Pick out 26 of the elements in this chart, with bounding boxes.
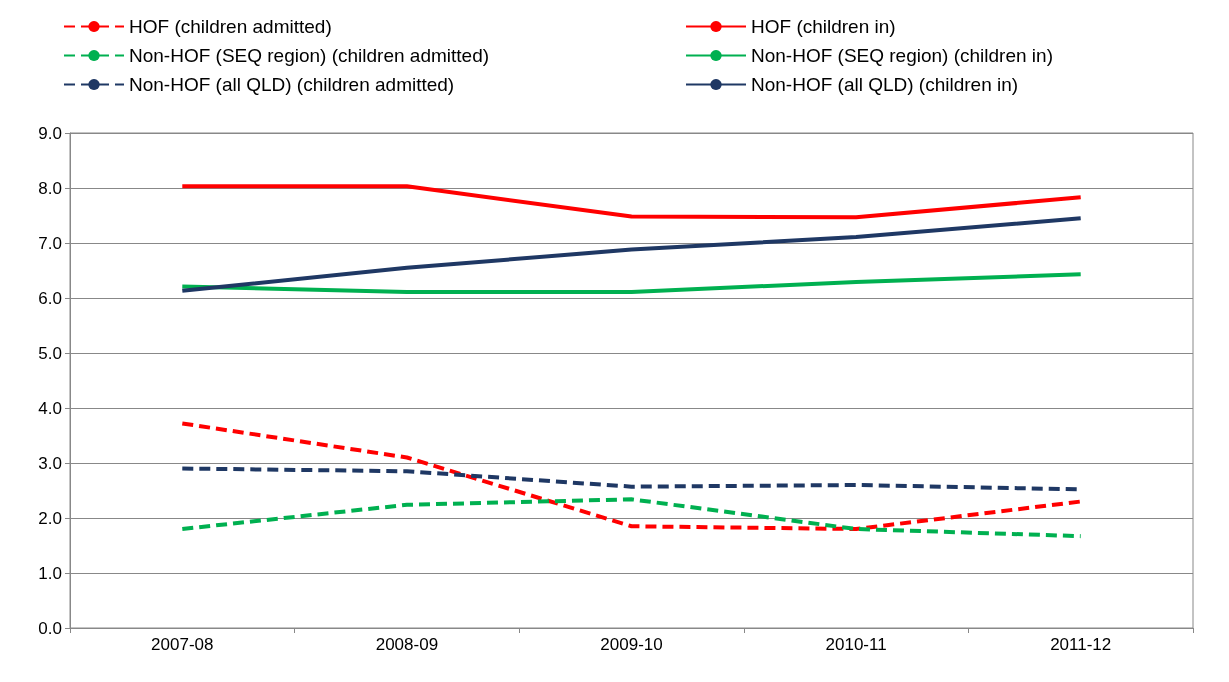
line-series <box>180 272 1083 294</box>
x-tick-label: 2011-12 <box>1050 635 1112 654</box>
legend-label: Non-HOF (SEQ region) (children admitted) <box>129 45 490 66</box>
y-tick-label: 7.0 <box>38 233 62 253</box>
x-tick-label: 2010-11 <box>825 635 887 654</box>
y-tick-label: 0.0 <box>38 618 62 638</box>
y-tick-label: 1.0 <box>38 563 62 583</box>
line-series <box>180 184 1083 220</box>
legend-label: Non-HOF (all QLD) (children admitted) <box>129 74 455 95</box>
line-series <box>180 216 1083 293</box>
y-tick-label: 5.0 <box>38 343 62 363</box>
legend-label: Non-HOF (all QLD) (children in) <box>751 74 1019 95</box>
x-tick-label: 2007-08 <box>151 635 214 654</box>
y-tick-label: 9.0 <box>38 123 62 143</box>
line-series <box>180 497 1083 539</box>
x-tick-label: 2009-10 <box>600 635 663 654</box>
y-tick-label: 8.0 <box>38 178 62 198</box>
y-tick-label: 3.0 <box>38 453 62 473</box>
legend-label: HOF (children in) <box>751 16 896 37</box>
line-series <box>180 421 1083 531</box>
legend-label: Non-HOF (SEQ region) (children in) <box>751 45 1053 66</box>
x-tick-label: 2008-09 <box>375 635 439 654</box>
y-tick-label: 2.0 <box>38 508 62 528</box>
legend-label: HOF (children admitted) <box>129 16 332 37</box>
y-tick-label: 6.0 <box>38 288 62 308</box>
y-tick-label: 4.0 <box>38 398 62 418</box>
